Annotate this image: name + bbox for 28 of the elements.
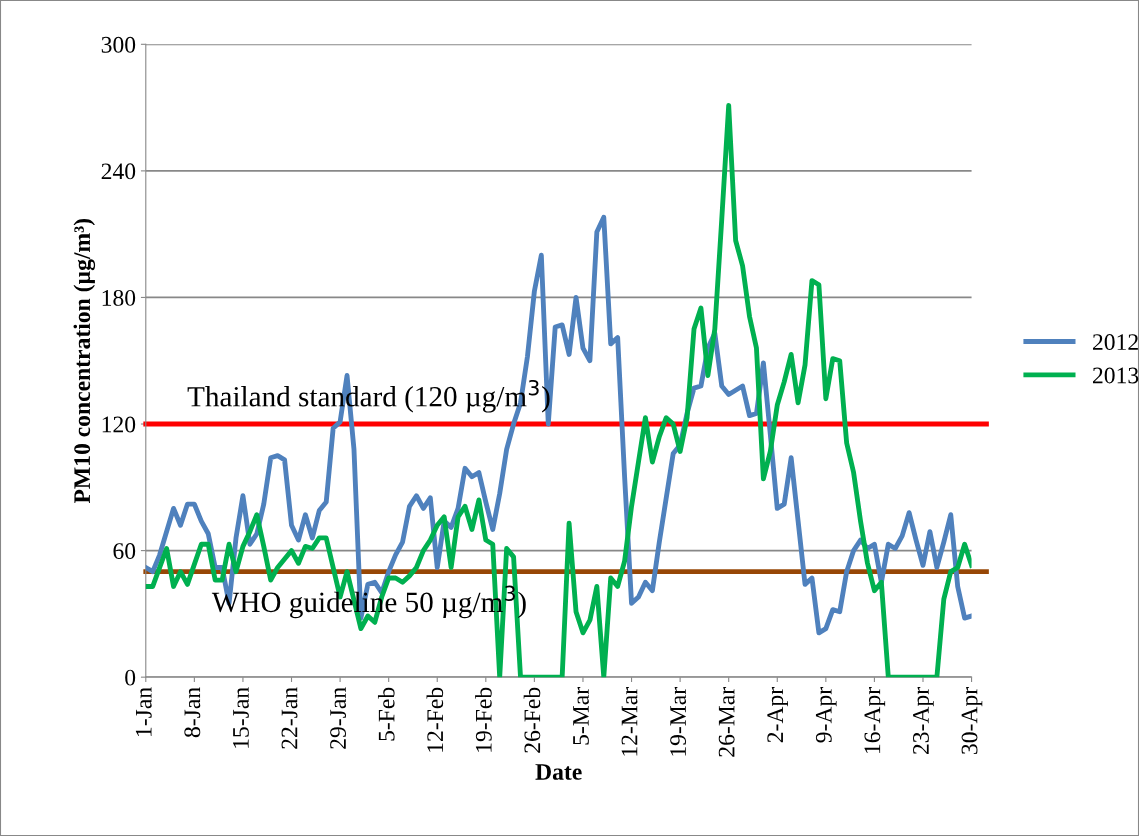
- x-tick-label: 2-Apr: [767, 687, 788, 743]
- x-tick-label: 19-Mar: [670, 687, 687, 756]
- x-tick-label: 23-Apr: [913, 687, 934, 755]
- x-tick-label: 12-Mar: [621, 687, 638, 756]
- x-tick-label: 12-Feb: [426, 687, 444, 752]
- x-tick-label: 5-Mar: [573, 687, 589, 745]
- x-tick-label: 15-Jan: [233, 687, 249, 748]
- y-tick-label: 120: [102, 416, 136, 433]
- y-tick-label: 180: [102, 289, 136, 306]
- legend-label: 2012: [1093, 334, 1138, 351]
- x-tick-label: 22-Jan: [281, 687, 298, 749]
- y-tick-label: 0: [125, 669, 136, 686]
- x-tick-label: 29-Jan: [330, 687, 346, 749]
- x-tick-label: 8-Jan: [184, 687, 201, 738]
- x-tick-label: 5-Feb: [377, 687, 395, 741]
- x-axis-title: Date: [535, 764, 582, 780]
- y-tick-label: 300: [101, 36, 136, 53]
- x-tick-label: 30-Apr: [961, 687, 983, 754]
- legend-label: 2013: [1093, 367, 1139, 384]
- y-tick-label: 60: [113, 543, 136, 560]
- x-tick-label: 26-Feb: [523, 687, 541, 753]
- x-tick-label: 19-Feb: [475, 687, 492, 752]
- x-tick-label: 16-Apr: [864, 687, 886, 753]
- x-tick-label: 9-Apr: [815, 687, 837, 743]
- y-axis-title: PM10 concentration (µg/m³): [73, 218, 96, 504]
- x-tick-label: 1-Jan: [135, 687, 152, 736]
- x-tick-label: 26-Mar: [718, 687, 735, 757]
- y-tick-label: 240: [101, 163, 136, 180]
